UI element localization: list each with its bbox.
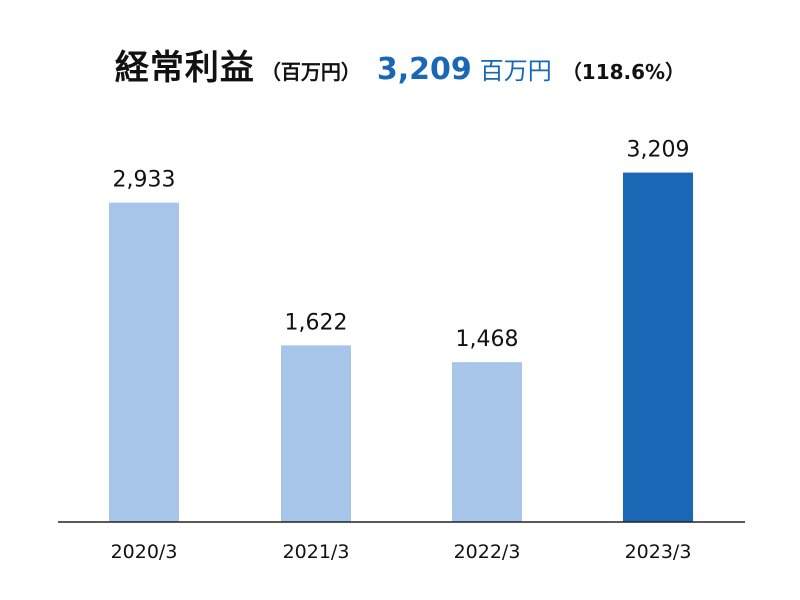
category-label: 2021/3 [283,541,350,563]
bar-2022-3 [452,362,522,522]
year-over-year-ratio: （118.6%） [561,60,686,84]
category-labels-group: 2020/3 2021/3 2022/3 2023/3 [111,541,692,563]
chart-title: 経常利益 [114,48,255,88]
category-label: 2022/3 [454,541,521,563]
value-labels-group: 2,933 1,622 1,468 3,209 [113,138,690,353]
chart-header: 経常利益 （百万円） 3,209 百万円 （118.6%） [0,40,800,90]
highlight-value: 3,209 [376,52,472,87]
bar-2020-3 [109,202,179,522]
highlight-unit: 百万円 [479,57,552,85]
value-label: 2,933 [113,168,176,193]
bar-2021-3 [281,345,351,522]
chart-unit: （百万円） [260,60,361,84]
bar-2023-3 [623,172,693,522]
category-label: 2020/3 [111,541,178,563]
value-label: 1,468 [456,327,519,352]
value-label: 3,209 [627,138,690,163]
value-label: 1,622 [285,310,348,335]
bars-group [109,172,693,522]
category-label: 2023/3 [625,541,692,563]
